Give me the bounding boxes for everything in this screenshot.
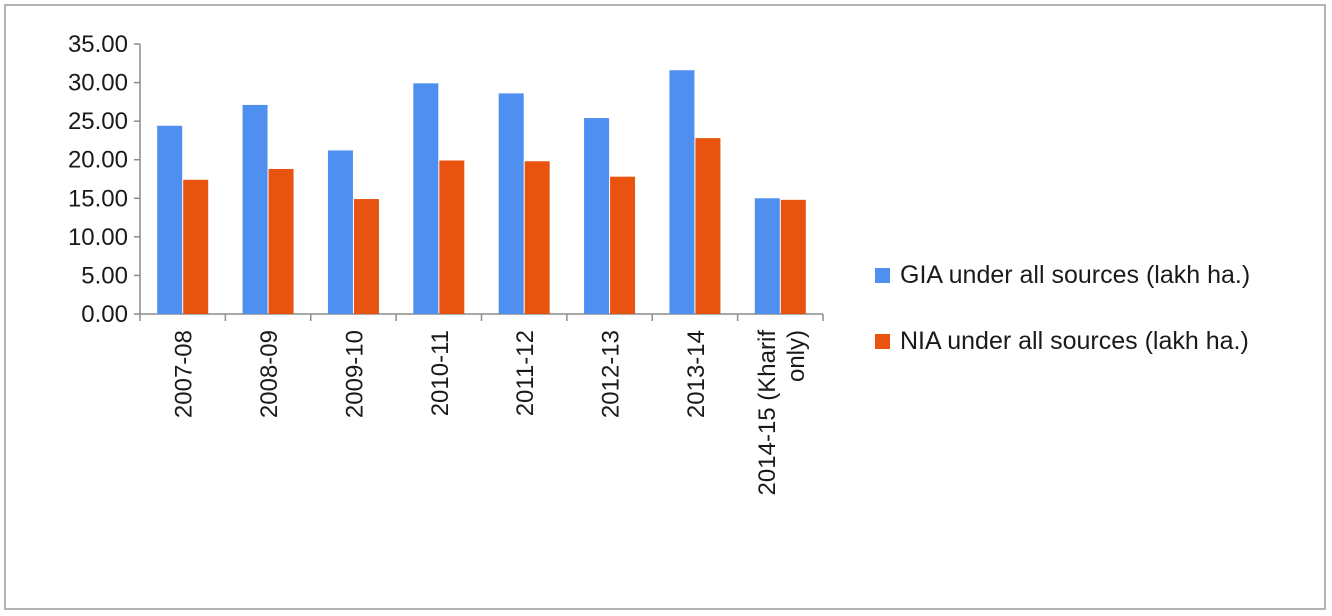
legend-swatch-gia xyxy=(875,268,890,283)
legend-label-nia: NIA under all sources (lakh ha.) xyxy=(900,327,1249,355)
gia-bar xyxy=(413,83,439,314)
nia-bar xyxy=(610,176,636,314)
chart-frame xyxy=(4,4,1326,610)
gia-bar xyxy=(242,104,268,314)
y-axis: 0.00 5.00 10.00 15.00 20.00 25.00 30.00 35.00 xyxy=(68,31,141,328)
x-category-label: 2012-13 xyxy=(598,330,625,418)
gia-bar xyxy=(669,70,695,314)
gia-bar xyxy=(584,118,610,314)
y-tick-label: 15.00 xyxy=(68,185,128,212)
nia-bar xyxy=(353,199,379,314)
legend-label-gia: GIA under all sources (lakh ha.) xyxy=(900,261,1250,289)
y-tick-label: 35.00 xyxy=(68,31,128,58)
x-category-label: 2007-08 xyxy=(171,330,198,418)
gia-bar xyxy=(157,125,183,315)
nia-bar xyxy=(695,138,721,314)
x-axis: 2007-08 2008-09 2009-10 2010-11 2011-12 2012-… xyxy=(139,313,824,496)
x-category-label: 2008-09 xyxy=(256,330,283,418)
y-tick-label: 30.00 xyxy=(68,70,128,97)
x-category-label: only) xyxy=(783,330,810,382)
y-tick-label: 0.00 xyxy=(81,301,128,328)
legend-swatch-nia xyxy=(875,334,890,349)
y-tick-label: 5.00 xyxy=(81,262,128,289)
gia-bar xyxy=(327,150,353,314)
nia-bar xyxy=(524,161,550,314)
gia-bar xyxy=(754,198,780,314)
y-tick-label: 25.00 xyxy=(68,108,128,135)
nia-bar xyxy=(268,168,294,314)
y-tick-label: 20.00 xyxy=(68,147,128,174)
x-category-label: 2014-15 (Kharif xyxy=(754,330,781,496)
nia-bar xyxy=(183,179,209,314)
x-category-label: 2013-14 xyxy=(683,330,710,418)
x-category-label: 2010-11 xyxy=(427,330,454,416)
nia-bar xyxy=(439,160,465,314)
x-category-label: 2011-12 xyxy=(512,330,539,416)
nia-bar xyxy=(780,199,806,314)
y-tick-label: 10.00 xyxy=(68,224,128,251)
bars xyxy=(157,70,806,315)
gia-bar xyxy=(498,93,524,314)
x-category-label: 2009-10 xyxy=(341,330,368,418)
legend: GIA under all sources (lakh ha.) NIA unde… xyxy=(875,261,1250,355)
